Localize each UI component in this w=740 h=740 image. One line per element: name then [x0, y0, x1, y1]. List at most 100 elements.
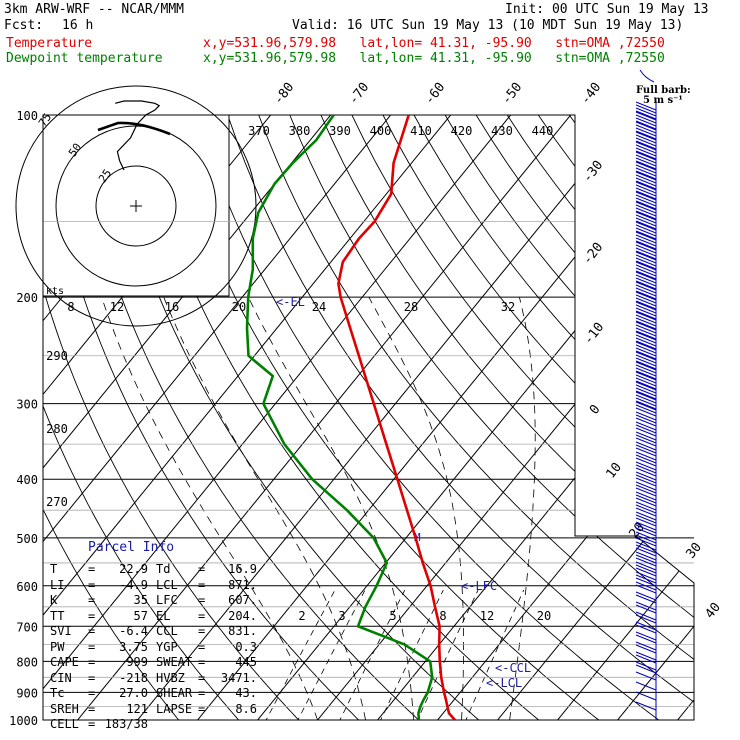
level-marker-lfc: <-LFC [461, 579, 497, 593]
wind-barb [635, 567, 657, 577]
parcel-eq: = [198, 562, 206, 576]
parcel-eq: = [198, 655, 206, 669]
wind-barb [635, 134, 657, 144]
wind-barb [635, 224, 657, 234]
parcel-label: SWEAT [156, 655, 193, 669]
wind-barb [635, 207, 657, 217]
wind-barb [635, 577, 657, 587]
isotherm-line [43, 115, 354, 720]
wind-barb [635, 124, 657, 134]
wind-barb [635, 140, 657, 150]
wind-barb [635, 217, 657, 227]
theta-label-left: 280 [46, 422, 68, 436]
wind-barb [635, 270, 657, 280]
wind-barb [635, 574, 657, 584]
parcel-eq: = [198, 593, 206, 607]
wind-barb [635, 334, 657, 344]
level-marker-lcl: <-LCL [486, 676, 522, 690]
wind-barb [635, 310, 657, 320]
wind-barb [635, 544, 657, 554]
wind-barb [635, 404, 657, 414]
wind-barb [635, 624, 657, 634]
wind-barb [635, 300, 657, 310]
wind-barb [635, 461, 657, 471]
wind-barb [635, 384, 657, 394]
hodo-speed-label: 28 [404, 300, 418, 314]
isotherm-label: -60 [422, 80, 448, 108]
parcel-eq: = [88, 686, 96, 700]
dry-adiabat [600, 115, 694, 720]
wind-barb [635, 434, 657, 444]
parcel-label: SREH [50, 701, 79, 716]
wind-barb [635, 584, 657, 594]
parcel-value: 607. [228, 593, 257, 607]
wind-barb [635, 644, 657, 654]
mixing-ratio-label: 20 [537, 609, 551, 623]
hodo-speed-label: 12 [110, 300, 124, 314]
theta-label: 380 [289, 124, 311, 138]
wind-barb [635, 604, 657, 614]
dry-adiabat [289, 115, 694, 720]
wind-barb [635, 474, 657, 484]
wind-barb [635, 307, 657, 317]
mixing-ratio-line [460, 589, 525, 720]
wind-barb [635, 534, 657, 544]
wind-barb [635, 414, 657, 424]
mixing-ratio-line [259, 589, 336, 720]
wind-barb [635, 681, 657, 691]
wind-barb [635, 481, 657, 491]
wind-barb [635, 407, 657, 417]
wind-barb [635, 594, 657, 604]
isotherm-line [43, 115, 474, 720]
wind-barb [635, 471, 657, 481]
dry-adiabat [537, 115, 694, 720]
wind-barb [635, 504, 657, 514]
wind-barb [635, 571, 657, 581]
wind-barb [635, 201, 657, 211]
wind-barb [635, 211, 657, 221]
wind-barb [635, 581, 657, 591]
moist-adiabat [163, 296, 366, 720]
dry-adiabat [43, 115, 190, 720]
wind-barb [635, 454, 657, 464]
fcst-label: Fcst: [4, 18, 44, 33]
mixing-ratio-label: 2 [298, 609, 305, 623]
temperature-legend: Temperature [6, 36, 93, 51]
parcel-value: 3471. [220, 670, 257, 685]
parcel-eq: = [88, 562, 96, 576]
wind-barb [635, 497, 657, 507]
theta-label-left: 290 [46, 349, 68, 363]
parcel-eq: = [198, 686, 206, 700]
isotherm-line [43, 115, 414, 720]
parcel-eq: = [88, 717, 96, 731]
plot-frame [42, 114, 695, 721]
wind-barb [635, 327, 657, 337]
dry-adiabat [506, 115, 694, 720]
wind-barb [635, 330, 657, 340]
dry-adiabat [475, 115, 694, 720]
pressure-label: 300 [16, 398, 38, 412]
wind-barb [635, 361, 657, 371]
theta-label: 440 [532, 124, 554, 138]
wind-barb [635, 284, 657, 294]
wind-barb [635, 271, 657, 281]
wind-barb [635, 274, 657, 284]
wind-barb [635, 214, 657, 224]
wind-barb [635, 277, 657, 287]
wind-barb [635, 360, 657, 370]
wind-barb [635, 557, 657, 567]
wind-barb [635, 180, 657, 190]
wind-barb [635, 250, 657, 260]
isotherm-line [66, 115, 594, 720]
wind-barb [635, 227, 657, 237]
parcel-label: LFC [156, 593, 178, 607]
wind-barb [635, 671, 657, 681]
parcel-eq: = [88, 624, 96, 638]
pressure-label: 200 [16, 291, 38, 305]
wind-barb [635, 601, 657, 611]
wind-barb [635, 364, 657, 374]
wind-barb [635, 564, 657, 574]
parcel-label: TT [50, 608, 65, 623]
parcel-eq: = [198, 670, 206, 685]
